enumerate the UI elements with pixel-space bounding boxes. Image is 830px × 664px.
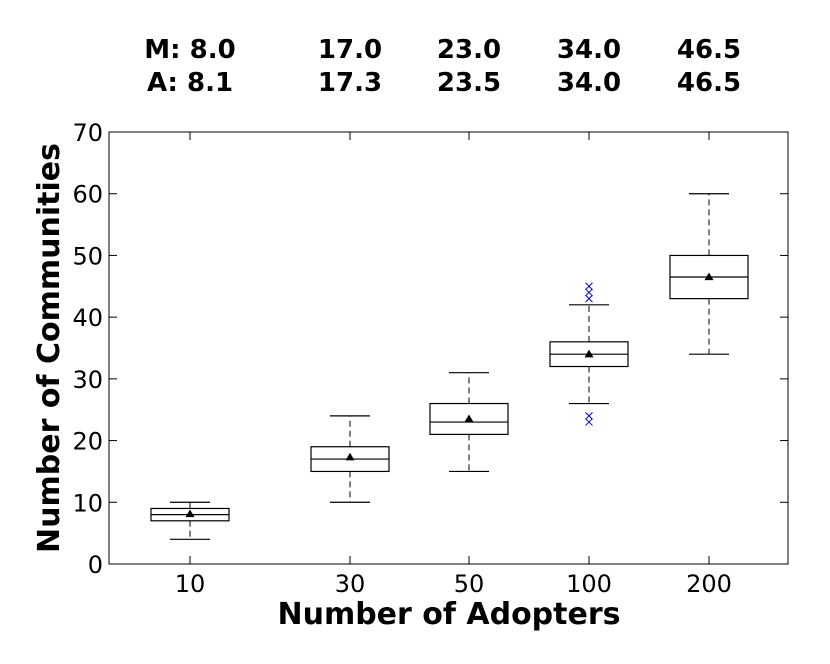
y-tick-label-70: 70 xyxy=(72,119,103,147)
y-tick-label-20: 20 xyxy=(72,428,103,456)
box-30 xyxy=(310,415,390,503)
mean-label-100: 34.0 xyxy=(557,68,621,98)
y-tick-label-50: 50 xyxy=(72,242,103,270)
mean-label-30: 17.3 xyxy=(318,68,382,98)
outlier-100-3 xyxy=(585,288,593,297)
mean-marker-10 xyxy=(185,509,195,518)
outlier-100-2 xyxy=(585,294,593,303)
x-tick-label-10: 10 xyxy=(175,570,206,598)
x-axis: 10 30 50 100 200 xyxy=(175,132,732,598)
mean-marker-100 xyxy=(584,349,594,358)
box-50 xyxy=(429,372,509,473)
median-label-200: 46.5 xyxy=(677,35,741,65)
median-label-10: M: 8.0 xyxy=(144,35,235,65)
x-tick-label-30: 30 xyxy=(335,570,366,598)
stat-annotations: M: 8.0 17.0 23.0 34.0 46.5 A: 8.1 17.3 2… xyxy=(144,35,741,98)
box-10 xyxy=(150,501,230,540)
x-axis-title: Number of Adopters xyxy=(277,597,620,632)
box-200 xyxy=(669,193,749,355)
y-tick-label-0: 0 xyxy=(88,551,103,579)
mean-label-200: 46.5 xyxy=(677,68,741,98)
outlier-stroke-b xyxy=(585,412,593,420)
y-axis-title: Number of Communities xyxy=(32,143,67,553)
plot-area-frame xyxy=(108,131,789,565)
x-tick-label-200: 200 xyxy=(686,570,732,598)
x-tick-label-50: 50 xyxy=(454,570,485,598)
box-100 xyxy=(549,282,629,426)
mean-marker-30 xyxy=(345,452,355,461)
y-axis: 0 10 20 30 40 50 60 70 xyxy=(72,119,788,579)
y-tick-label-60: 60 xyxy=(72,181,103,209)
outlier-100-0 xyxy=(585,418,593,426)
y-tick-label-30: 30 xyxy=(72,366,103,394)
mean-label-50: 23.5 xyxy=(437,68,501,98)
mean-marker-50 xyxy=(464,414,474,423)
outlier-stroke-b xyxy=(585,418,593,426)
y-tick-label-40: 40 xyxy=(72,304,103,332)
median-label-50: 23.0 xyxy=(437,35,501,65)
median-label-100: 34.0 xyxy=(557,35,621,65)
mean-label-10: A: 8.1 xyxy=(147,68,233,98)
outlier-100-4 xyxy=(585,282,593,291)
outlier-stroke-b xyxy=(585,288,593,297)
outlier-stroke-b xyxy=(585,294,593,303)
mean-marker-200 xyxy=(704,272,714,281)
y-tick-label-10: 10 xyxy=(72,489,103,517)
outlier-100-1 xyxy=(585,412,593,420)
median-label-30: 17.0 xyxy=(318,35,382,65)
boxes-layer xyxy=(150,193,749,540)
x-tick-label-100: 100 xyxy=(566,570,612,598)
outlier-stroke-b xyxy=(585,282,593,291)
